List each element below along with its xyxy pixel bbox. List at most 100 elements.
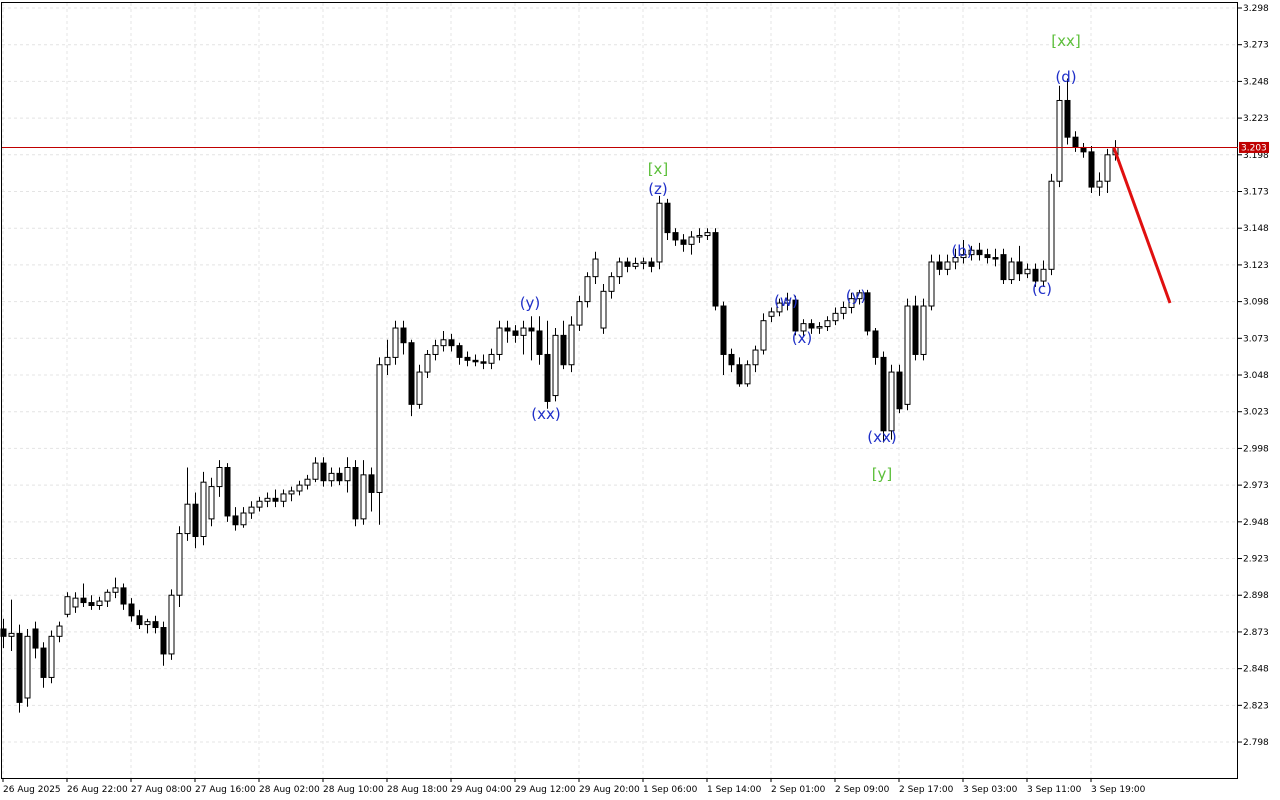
candle-body xyxy=(984,254,991,259)
candle-body xyxy=(744,364,751,385)
candle-body xyxy=(1032,268,1039,282)
candle-body xyxy=(344,467,351,482)
candle-body xyxy=(248,506,255,514)
y-tick-label: 2.948 xyxy=(1243,518,1269,528)
candle-body xyxy=(592,258,599,278)
candle-body xyxy=(624,261,631,267)
y-tick-label: 3.123 xyxy=(1243,261,1269,271)
plot-frame xyxy=(1,2,1238,779)
candle-body xyxy=(376,364,383,493)
candle-body xyxy=(520,327,527,336)
x-tick-label: 3 Sep 11:00 xyxy=(1027,785,1082,795)
candle-body xyxy=(544,353,551,402)
candle-body xyxy=(512,330,519,336)
candle-body xyxy=(528,327,535,332)
candle-body xyxy=(856,292,863,300)
y-tick-label: 3.023 xyxy=(1243,408,1269,418)
candle-body xyxy=(1080,146,1087,153)
candle-body xyxy=(1024,268,1031,275)
candle-body xyxy=(792,299,799,332)
wave-label: [xx] xyxy=(1051,32,1080,50)
candle-body xyxy=(224,467,231,517)
candle-body xyxy=(200,481,207,538)
candle-body xyxy=(688,236,695,245)
wave-label: (c) xyxy=(1032,280,1052,298)
candle-body xyxy=(776,302,783,313)
candle-body xyxy=(488,353,495,364)
candle-body xyxy=(176,533,183,596)
wave-label: (z) xyxy=(648,180,668,198)
candle-body xyxy=(912,305,919,355)
candle-body xyxy=(832,312,839,322)
x-tick-label: 2 Sep 09:00 xyxy=(835,785,890,795)
candle-body xyxy=(232,515,239,526)
candle-body xyxy=(1096,180,1103,188)
candle-body xyxy=(840,306,847,314)
candle-body xyxy=(848,298,855,308)
candle-body xyxy=(208,486,215,520)
y-tick-label: 3.048 xyxy=(1243,371,1269,381)
candle-body xyxy=(536,330,543,355)
x-tick-label: 28 Aug 02:00 xyxy=(259,785,320,795)
candle-body xyxy=(240,512,247,526)
candle-body xyxy=(144,621,151,626)
candle-body xyxy=(8,632,15,637)
candle-body xyxy=(632,262,639,267)
candle-body xyxy=(768,311,775,317)
y-tick-label: 3.073 xyxy=(1243,334,1269,344)
x-tick-label: 2 Sep 17:00 xyxy=(899,785,954,795)
candle-body xyxy=(312,462,319,480)
last-price-box xyxy=(1239,141,1269,153)
wave-label: [y] xyxy=(872,465,893,483)
last-price-label: 3.203 xyxy=(1241,143,1267,153)
candle-body xyxy=(88,602,95,607)
candle-body xyxy=(24,635,31,699)
candle-body xyxy=(80,597,87,604)
candle-body xyxy=(1000,254,1007,281)
x-tick-label: 29 Aug 20:00 xyxy=(579,785,640,795)
candle-body xyxy=(352,467,359,520)
x-tick-label: 28 Aug 10:00 xyxy=(323,785,384,795)
candles xyxy=(0,78,1119,713)
x-tick-label: 1 Sep 06:00 xyxy=(643,785,698,795)
y-tick-label: 2.848 xyxy=(1243,665,1269,675)
candle-body xyxy=(392,327,399,358)
candle-body xyxy=(888,371,895,432)
candle-body xyxy=(120,587,127,605)
candle-body xyxy=(920,305,927,355)
y-tick-label: 2.823 xyxy=(1243,701,1269,711)
y-tick-label: 2.923 xyxy=(1243,555,1269,565)
candle-body xyxy=(72,597,79,608)
wave-label: (w) xyxy=(774,292,798,310)
candle-body xyxy=(216,467,223,488)
candle-body xyxy=(784,299,791,304)
x-tick-label: 27 Aug 08:00 xyxy=(131,785,192,795)
candle-body xyxy=(104,591,111,602)
candle-body xyxy=(136,615,143,626)
candle-body xyxy=(296,484,303,492)
y-tick-label: 3.198 xyxy=(1243,151,1269,161)
candle-body xyxy=(112,587,119,593)
candle-body xyxy=(816,326,823,329)
candle-body xyxy=(1056,99,1063,182)
candle-body xyxy=(824,320,831,328)
wave-label: (y) xyxy=(846,287,867,305)
candle-body xyxy=(976,249,983,256)
candle-body xyxy=(64,596,71,615)
candle-body xyxy=(896,371,903,410)
candle-body xyxy=(192,503,199,538)
candle-body xyxy=(992,257,999,260)
candle-body xyxy=(32,628,39,649)
candle-body xyxy=(360,474,367,520)
candle-body xyxy=(664,202,671,234)
candle-body xyxy=(336,472,343,482)
candle-body xyxy=(440,339,447,347)
candle-body xyxy=(128,603,135,617)
candle-body xyxy=(368,474,375,493)
candle-body xyxy=(48,635,55,678)
candle-body xyxy=(384,356,391,366)
wave-label: (xx) xyxy=(867,428,896,446)
candle-body xyxy=(1064,99,1071,138)
candle-body xyxy=(552,334,559,397)
